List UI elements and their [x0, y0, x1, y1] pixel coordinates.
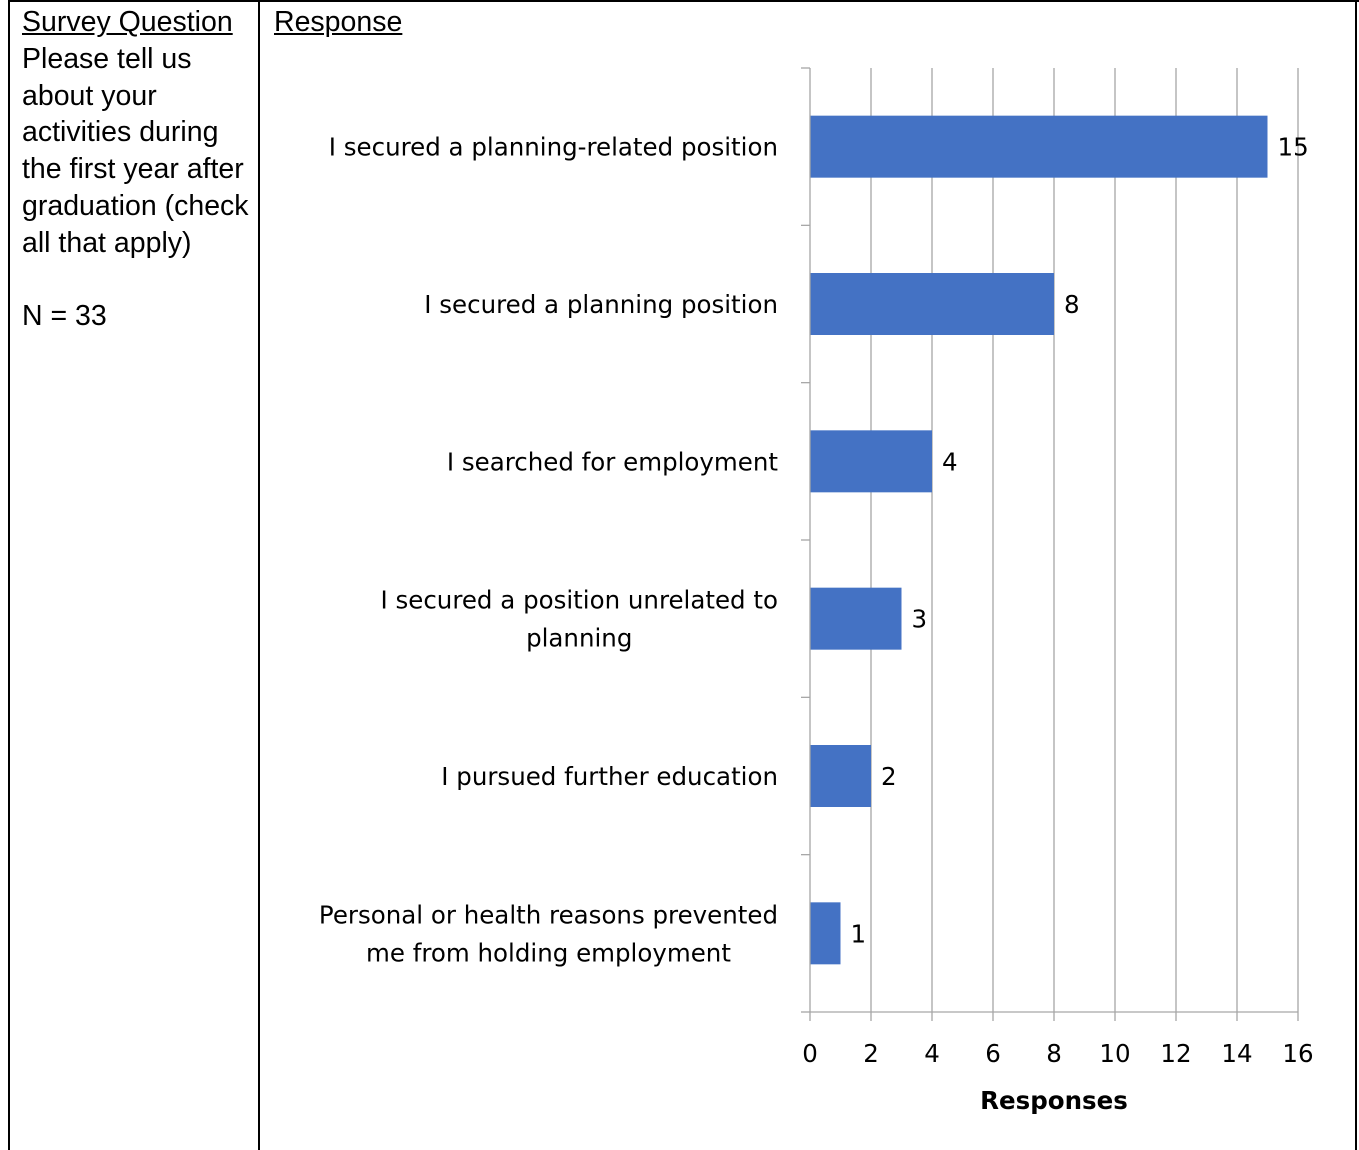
bar-3 — [810, 430, 932, 493]
category-label-4: I secured a position unrelated to plannin… — [380, 586, 778, 653]
sample-size-label: N = 33 — [22, 300, 107, 333]
table-column-divider — [258, 0, 260, 1150]
table-border-right — [1355, 0, 1357, 1150]
x-tick-label-10: 10 — [1099, 1039, 1130, 1068]
category-label-3: I searched for employment — [447, 447, 779, 476]
category-label-5: I pursued further education — [441, 762, 778, 791]
data-label-2: 8 — [1064, 290, 1080, 319]
category-label-2: I secured a planning position — [424, 290, 778, 319]
category-label-1: I secured a planning-related position — [329, 133, 778, 162]
data-label-6: 1 — [851, 919, 867, 948]
bar-5 — [810, 745, 871, 807]
category-label-6: Personal or health reasons prevented me f… — [319, 900, 778, 967]
x-tick-label-8: 8 — [1046, 1039, 1062, 1068]
table-border-left — [8, 0, 10, 1150]
response-header: Response — [274, 6, 403, 38]
table-border-top — [8, 0, 1359, 2]
chart-bars — [810, 115, 1268, 965]
data-label-4: 3 — [912, 605, 928, 634]
bar-6 — [810, 902, 841, 965]
data-label-5: 2 — [881, 762, 897, 791]
x-axis-title: Responses — [980, 1086, 1128, 1115]
bar-2 — [810, 273, 1054, 335]
x-tick-label-2: 2 — [863, 1039, 879, 1068]
data-label-3: 4 — [942, 447, 958, 476]
x-tick-label-16: 16 — [1282, 1039, 1313, 1068]
data-label-1: 15 — [1278, 133, 1309, 162]
chart-axes — [801, 67, 1299, 1021]
x-tick-label-14: 14 — [1221, 1039, 1252, 1068]
x-tick-label-12: 12 — [1160, 1039, 1191, 1068]
x-tick-label-4: 4 — [924, 1039, 940, 1068]
survey-question-text: Please tell us about your activities dur… — [22, 42, 249, 259]
x-tick-label-6: 6 — [985, 1039, 1001, 1068]
bar-1 — [810, 115, 1268, 178]
survey-question-cell: Survey Question Please tell us about you… — [22, 4, 254, 335]
survey-question-header: Survey Question — [22, 6, 233, 38]
x-tick-label-0: 0 — [802, 1039, 818, 1068]
chart-gridlines — [870, 68, 1299, 1012]
bar-4 — [810, 587, 902, 650]
